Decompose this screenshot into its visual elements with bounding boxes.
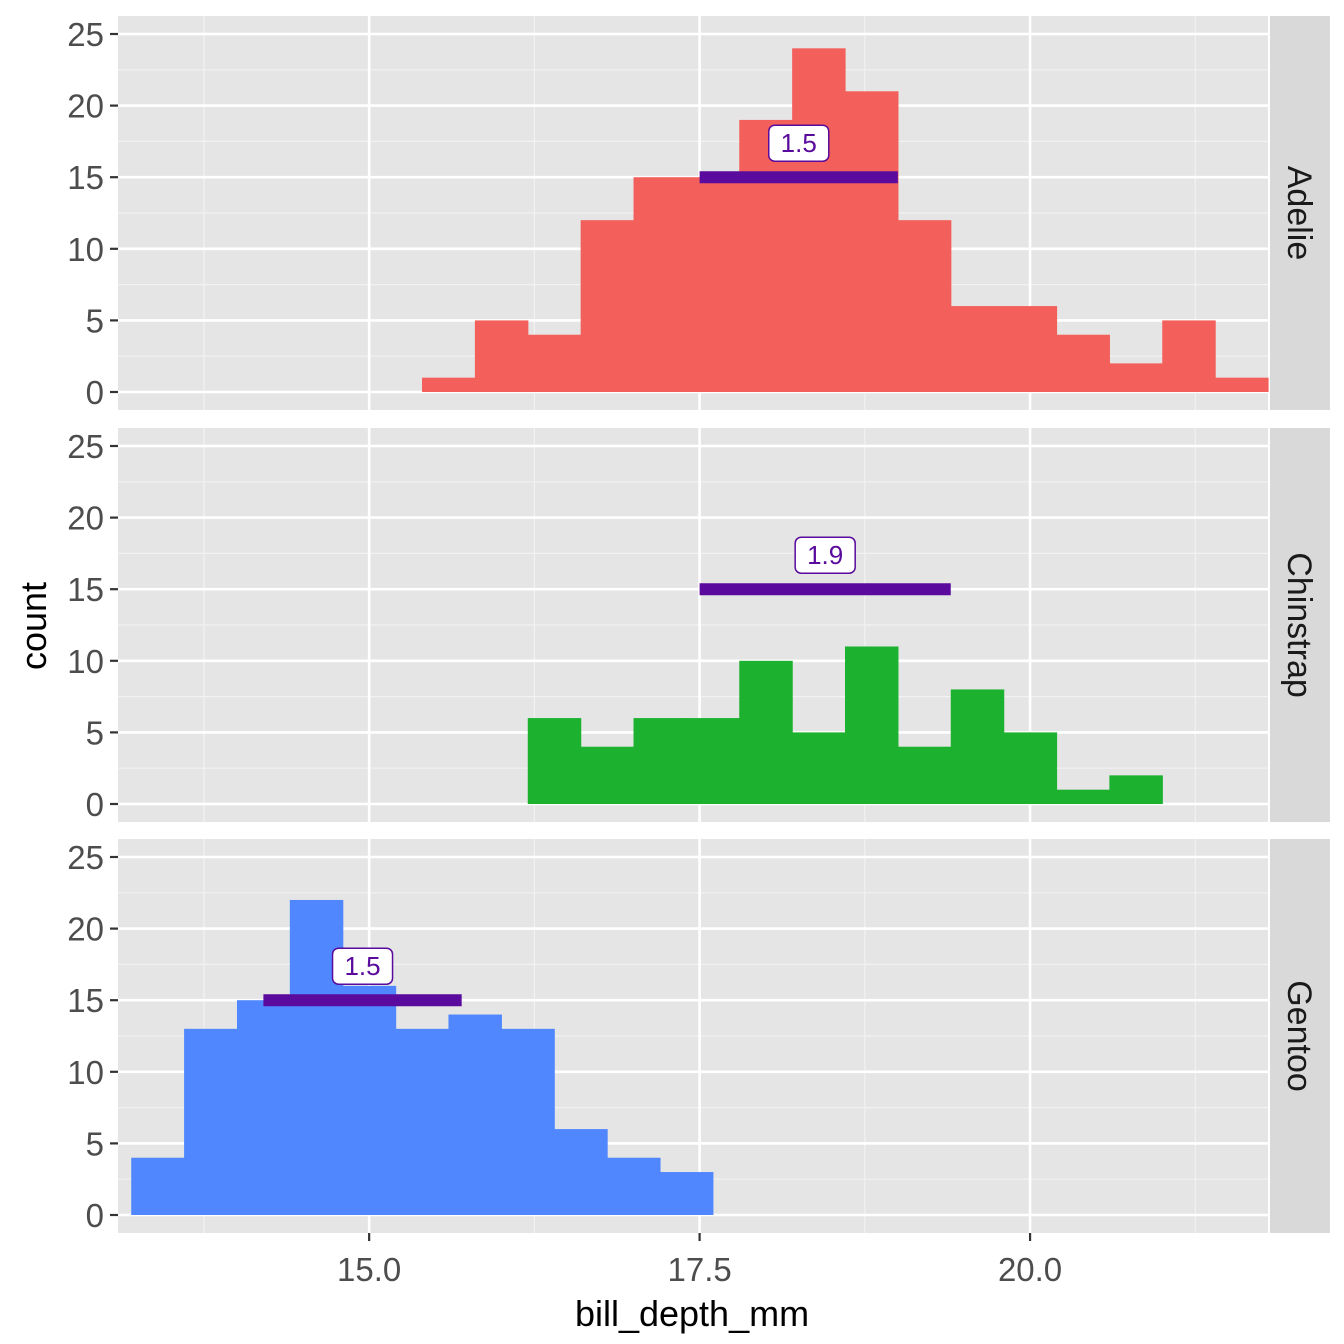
facet-panels: 1.5 0 5 10 15 20 25 Adelie 1.9 0 5 10 15 20 25 Chinstra… xyxy=(67,16,1330,1234)
histogram-bar xyxy=(289,899,344,1215)
y-axis-title: count xyxy=(13,582,54,670)
y-tick-label: 20 xyxy=(67,88,104,125)
histogram-bar xyxy=(1003,732,1058,804)
y-tick-label: 0 xyxy=(86,1197,104,1234)
histogram-bar xyxy=(659,1172,714,1215)
range-label-box xyxy=(767,124,830,162)
y-tick-label: 10 xyxy=(67,231,104,268)
histogram-bar xyxy=(633,718,687,804)
y-tick-label: 5 xyxy=(86,714,104,751)
histogram-bar xyxy=(422,377,476,392)
facet-strip-label: Gentoo xyxy=(1280,980,1318,1092)
y-tick-label: 15 xyxy=(67,982,104,1019)
histogram-bar xyxy=(950,689,1005,804)
x-axis-title: bill_depth_mm xyxy=(575,1293,809,1334)
x-tick-label: 17.5 xyxy=(667,1251,731,1288)
facet-panel-gentoo: 1.5 0 5 10 15 20 25 Gentoo xyxy=(67,839,1330,1234)
histogram-bar xyxy=(739,119,793,393)
histogram-bar xyxy=(686,718,740,804)
histogram-bar xyxy=(607,1157,661,1215)
histogram-bar xyxy=(633,177,687,392)
histogram-bar xyxy=(845,646,899,804)
y-tick-label: 10 xyxy=(67,643,104,680)
range-label-box xyxy=(331,947,394,985)
facet-strip xyxy=(1270,428,1330,822)
y-tick-label: 5 xyxy=(86,1125,104,1162)
histogram-bar xyxy=(1109,363,1163,392)
y-tick-label: 25 xyxy=(67,428,104,465)
facet-strip xyxy=(1270,839,1330,1233)
histogram-bar xyxy=(184,1028,238,1215)
y-tick-label: 10 xyxy=(67,1054,104,1091)
histogram-bar xyxy=(792,732,846,804)
facet-panel-chinstrap: 1.9 0 5 10 15 20 25 Chinstrap xyxy=(67,428,1330,823)
histogram-bar xyxy=(950,306,1005,392)
y-tick-label: 15 xyxy=(67,571,104,608)
histogram-bar xyxy=(897,746,952,804)
histogram-bar xyxy=(580,220,635,392)
x-tick-label: 15.0 xyxy=(337,1251,401,1288)
histogram-bar xyxy=(395,1028,450,1215)
histogram-bar xyxy=(1056,789,1110,804)
histogram-bar xyxy=(686,177,740,392)
y-tick-label: 25 xyxy=(67,839,104,876)
y-tick-label: 0 xyxy=(86,374,104,411)
histogram-bar xyxy=(342,985,397,1215)
histogram-bar xyxy=(792,48,846,392)
y-tick-label: 20 xyxy=(67,500,104,537)
histogram-bar xyxy=(527,334,582,392)
histogram-bar xyxy=(1162,320,1216,392)
histogram-bar xyxy=(236,1000,291,1215)
histogram-bar xyxy=(474,320,529,392)
histogram-bar xyxy=(897,220,952,392)
histogram-bar xyxy=(739,660,793,804)
facet-strip xyxy=(1270,16,1330,410)
histogram-bar xyxy=(1215,377,1269,392)
histogram-bar xyxy=(527,718,582,804)
histogram-bar xyxy=(554,1129,608,1215)
histogram-bar xyxy=(1109,775,1163,804)
histogram-bar xyxy=(1056,334,1110,392)
y-tick-label: 25 xyxy=(67,16,104,53)
histogram-bar xyxy=(501,1028,555,1215)
y-tick-label: 15 xyxy=(67,159,104,196)
y-tick-label: 5 xyxy=(86,302,104,339)
range-label: 1.5 xyxy=(344,951,380,981)
histogram-bar xyxy=(580,746,635,804)
histogram-bar xyxy=(131,1157,185,1215)
range-label-box xyxy=(794,536,856,574)
y-tick-label: 0 xyxy=(86,786,104,823)
x-tick-label: 20.0 xyxy=(998,1251,1062,1288)
histogram-bar xyxy=(845,91,899,392)
x-axis: 15.0 17.5 20.0 xyxy=(337,1233,1062,1288)
histogram-bar xyxy=(1003,306,1058,392)
facet-strip-label: Chinstrap xyxy=(1280,552,1318,698)
facet-panel-adelie: 1.5 0 5 10 15 20 25 Adelie xyxy=(67,16,1330,411)
facet-strip-label: Adelie xyxy=(1280,166,1318,261)
range-label: 1.9 xyxy=(807,540,843,570)
histogram-bar xyxy=(448,1014,502,1215)
y-tick-label: 20 xyxy=(67,911,104,948)
range-label: 1.5 xyxy=(781,128,817,158)
